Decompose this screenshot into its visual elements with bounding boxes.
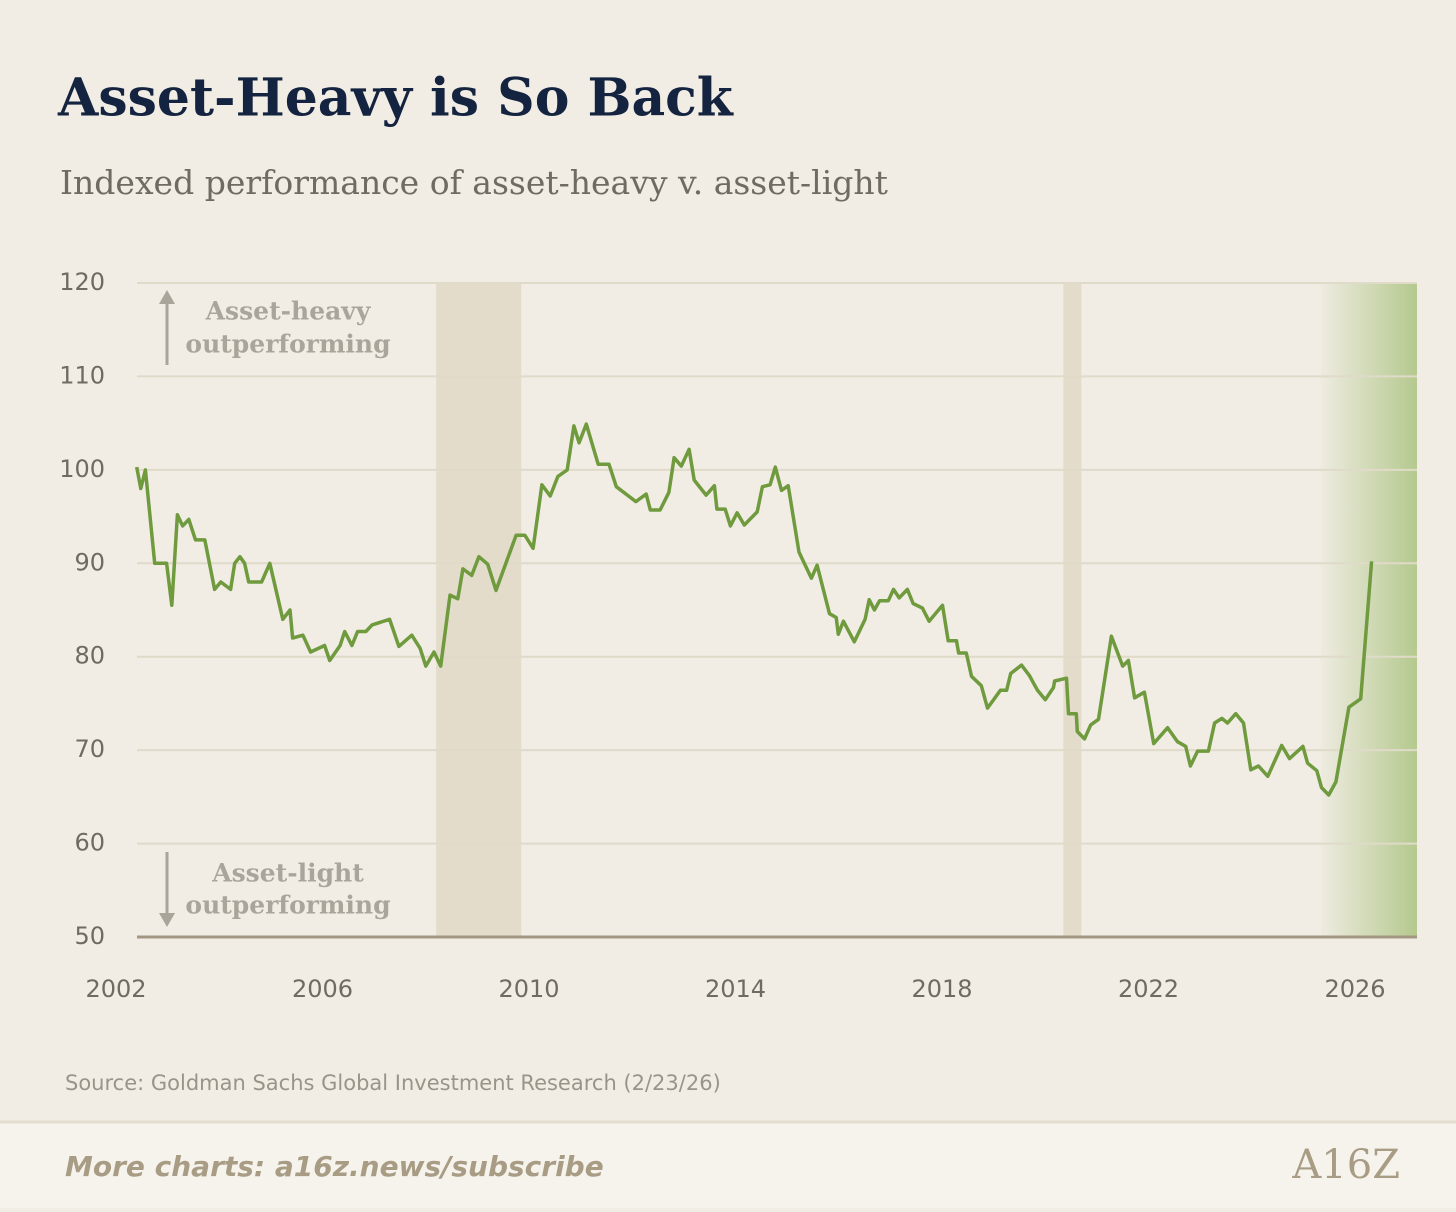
annotation-text: outperforming [185,891,390,920]
footer-band [0,1122,1456,1208]
plot-area: 50 60 70 80 90 100 110 120 2002 2006 2010 2014 2018 2… [59,268,1417,1003]
y-tick-label: 120 [59,268,105,296]
annotation-text: outperforming [185,330,390,359]
y-tick-label: 60 [74,829,105,857]
chart-title: Asset-Heavy is So Back [57,68,734,129]
y-tick-label: 100 [59,455,105,483]
chart-subtitle: Indexed performance of asset-heavy v. as… [60,163,888,202]
x-tick-label: 2010 [498,975,559,1003]
x-tick-label: 2014 [705,975,766,1003]
annotation-text: Asset-heavy [205,297,372,326]
source: Source: Goldman Sachs Global Investment … [65,1071,721,1095]
annotation-text: Asset-light [211,859,364,888]
x-tick-label: 2026 [1325,975,1386,1003]
annotation-arrowhead [159,290,175,304]
x-tick-label: 2002 [85,975,146,1003]
x-tick-label: 2018 [911,975,972,1003]
x-tick-label: 2022 [1118,975,1179,1003]
y-tick-label: 50 [74,922,105,950]
logo: A16Z [1291,1142,1400,1188]
recession-band [436,283,522,937]
x-tick-label: 2006 [292,975,353,1003]
annotation-arrowhead [159,913,175,927]
y-tick-label: 70 [74,735,105,763]
y-tick-label: 80 [74,642,105,670]
footer-link: More charts: a16z.news/subscribe [65,1150,604,1183]
y-tick-label: 110 [59,361,105,389]
data-line [134,422,1374,797]
y-tick-label: 90 [74,548,105,576]
recession-band [1063,283,1082,937]
